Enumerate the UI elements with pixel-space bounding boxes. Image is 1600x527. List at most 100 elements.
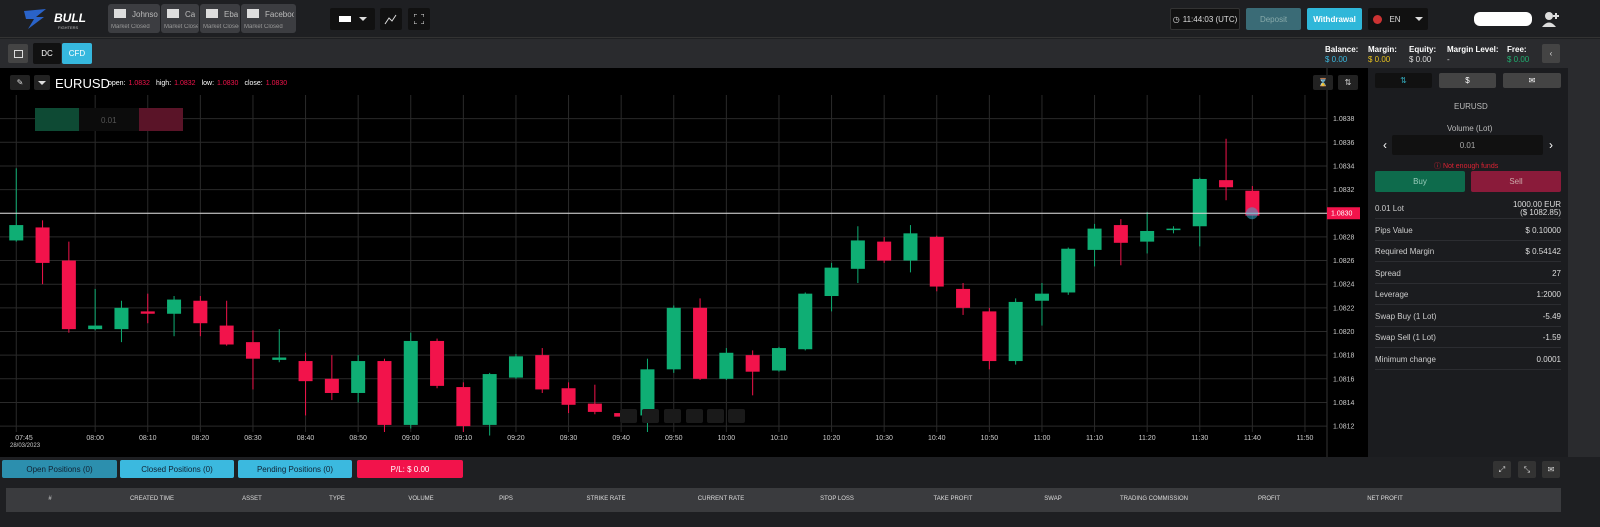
buy-button[interactable]: Buy	[1375, 171, 1465, 192]
x-tick-label: 11:20	[1139, 435, 1156, 442]
toolbar: DC CFD ‹	[0, 39, 1600, 68]
fullscreen-button[interactable]	[408, 8, 430, 30]
x-tick-label: 09:10	[455, 435, 473, 442]
candle-body	[824, 267, 839, 297]
withdrawal-button[interactable]: Withdrawal	[1307, 8, 1362, 30]
position-tab[interactable]: Closed Positions (0)	[120, 460, 234, 478]
ohlc-value: 1.0832	[128, 80, 150, 87]
detail-value: $ 0.54142	[1525, 247, 1561, 256]
candle-body	[140, 311, 155, 314]
candle-body	[219, 325, 234, 345]
asset-tab[interactable]: Eba Market Closed	[200, 4, 240, 33]
zoom-control[interactable]	[642, 409, 659, 423]
candle-body	[377, 361, 392, 425]
column-header: CURRENT RATE	[697, 496, 745, 502]
volume-decrease[interactable]: ‹	[1383, 138, 1387, 152]
asset-tab[interactable]: Facebook Market Closed	[241, 4, 296, 33]
calendar-button[interactable]	[8, 44, 28, 63]
account-label: Free:	[1507, 45, 1527, 54]
candle-body	[35, 227, 50, 263]
tab-status: Market Closed	[203, 24, 239, 30]
candle-body	[1113, 225, 1128, 243]
tab-name: Eba	[224, 10, 238, 19]
panel-symbol: EURUSD	[1454, 102, 1488, 111]
expand-button[interactable]: ⤡	[1518, 461, 1536, 478]
row-separator	[1375, 218, 1561, 219]
zoom-control[interactable]	[728, 409, 745, 423]
deposit-button[interactable]: Deposit	[1246, 8, 1301, 30]
zoom-control[interactable]	[664, 409, 681, 423]
detail-value: ($ 1082.85)	[1520, 208, 1561, 217]
draw-tool[interactable]: ✎	[10, 75, 30, 90]
sell-button[interactable]: Sell	[1471, 171, 1561, 192]
chart-setting[interactable]: ⌛	[1313, 75, 1333, 90]
x-date-label: 28/03/2023	[10, 443, 41, 449]
quick-buy[interactable]	[35, 108, 79, 131]
chart-panel	[0, 68, 1368, 457]
x-tick-label: 09:30	[560, 435, 578, 442]
candle-body	[587, 403, 602, 412]
row-separator	[1375, 261, 1561, 262]
candle-body	[903, 233, 918, 261]
account-label: Equity:	[1409, 45, 1437, 54]
clock-text: 11:44:03 (UTC)	[1182, 14, 1238, 24]
panel-tab-price[interactable]: $	[1439, 73, 1496, 88]
volume-input[interactable]: 0.01	[1392, 135, 1543, 155]
quick-trade-widget: 0.01	[35, 108, 183, 131]
panel-tab-trade[interactable]: ⇅	[1375, 73, 1432, 88]
detail-value: 0.0001	[1536, 354, 1561, 364]
candle-body	[1192, 178, 1207, 227]
detail-value: 1:2000	[1536, 290, 1561, 299]
logo-icon	[24, 9, 46, 29]
ohlc-label: close:	[244, 80, 263, 87]
volume-increase[interactable]: ›	[1549, 138, 1553, 152]
row-separator	[1375, 282, 1561, 284]
shrink-button[interactable]: ⤢	[1493, 461, 1511, 478]
candle-body	[88, 325, 103, 330]
indicators-button[interactable]	[380, 8, 402, 30]
x-tick-label: 08:40	[297, 435, 315, 442]
user-icon[interactable]	[1542, 10, 1560, 28]
x-tick-label: 11:30	[1191, 435, 1208, 442]
language-text: EN	[1389, 14, 1401, 24]
candle-body	[561, 388, 576, 405]
zoom-control[interactable]	[686, 409, 703, 423]
ohlc-label: high:	[155, 80, 172, 87]
chat-button[interactable]: ✉	[1542, 461, 1560, 478]
column-header: PROFIT	[1258, 496, 1280, 502]
position-tab[interactable]: Pending Positions (0)	[238, 460, 352, 478]
panel-tab-chat[interactable]: ✉	[1503, 73, 1561, 88]
symbol-dropdown[interactable]	[34, 75, 50, 90]
candle-body	[1061, 248, 1076, 293]
quick-volume: 0.01	[101, 116, 117, 125]
zoom-control[interactable]	[707, 409, 724, 423]
chart-type-select[interactable]	[330, 8, 375, 30]
tab-name: Ca	[185, 10, 196, 19]
row-separator	[1375, 304, 1561, 305]
account-label: Balance:	[1325, 45, 1359, 54]
y-tick-label: 1.0834	[1333, 163, 1355, 170]
candle-body	[719, 352, 734, 379]
detail-label: Pips Value	[1375, 225, 1413, 235]
asset-tab[interactable]: Johnso Market Closed	[108, 4, 160, 33]
mode-dc[interactable]: DC	[33, 43, 61, 64]
x-tick-label: 08:50	[349, 435, 367, 442]
detail-label: 0.01 Lot	[1375, 204, 1404, 213]
chart-options[interactable]: ⇅	[1338, 75, 1358, 90]
candle-body	[745, 355, 760, 372]
mode-cfd[interactable]: CFD	[62, 43, 92, 64]
tab-icon	[206, 9, 218, 18]
asset-tab[interactable]: Ca Market Closed	[161, 4, 199, 33]
language-select[interactable]: EN	[1368, 8, 1428, 30]
logo-text: BULL	[54, 11, 86, 25]
candle-body	[9, 225, 24, 241]
quick-sell[interactable]	[139, 108, 183, 131]
position-tab[interactable]: Open Positions (0)	[2, 460, 117, 478]
collapse-button[interactable]: ‹	[1542, 44, 1560, 63]
x-tick-label: 11:40	[1244, 435, 1261, 442]
y-tick-label: 1.0832	[1333, 187, 1355, 194]
zoom-control[interactable]	[620, 409, 637, 423]
candle-body	[1087, 228, 1102, 250]
detail-label: Spread	[1375, 268, 1401, 278]
ohlc-readout: open: 1.0832 high: 1.0832 low: 1.0830 close: 1.…	[108, 80, 293, 87]
